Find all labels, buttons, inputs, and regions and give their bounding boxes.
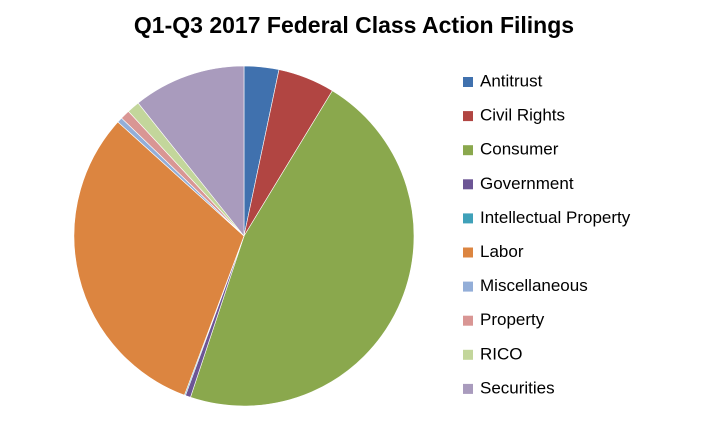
legend-swatch (463, 77, 473, 87)
legend-label: Antitrust (480, 71, 543, 90)
legend-swatch (463, 145, 473, 156)
legend-label: RICO (480, 344, 523, 363)
pie-slice (73, 121, 245, 396)
legend-swatch (463, 179, 473, 190)
legend-label: Consumer (480, 140, 559, 159)
pie-slice (137, 65, 245, 237)
legend-swatch (463, 111, 473, 122)
pie-slice (190, 90, 415, 407)
legend-swatch (463, 247, 473, 258)
legend-label: Government (480, 174, 574, 193)
legend-label: Civil Rights (480, 106, 565, 125)
legend-label: Property (480, 310, 545, 329)
chart-title: Q1-Q3 2017 Federal Class Action Filings (134, 12, 574, 38)
legend-swatch (463, 213, 473, 224)
legend-swatch (463, 349, 473, 360)
legend-label: Intellectual Property (480, 208, 631, 227)
legend-swatch (463, 383, 473, 394)
legend-label: Miscellaneous (480, 276, 588, 295)
legend-swatch (463, 281, 473, 292)
legend-swatch (463, 315, 473, 326)
legend-label: Securities (480, 378, 555, 397)
legend-label: Labor (480, 242, 524, 261)
